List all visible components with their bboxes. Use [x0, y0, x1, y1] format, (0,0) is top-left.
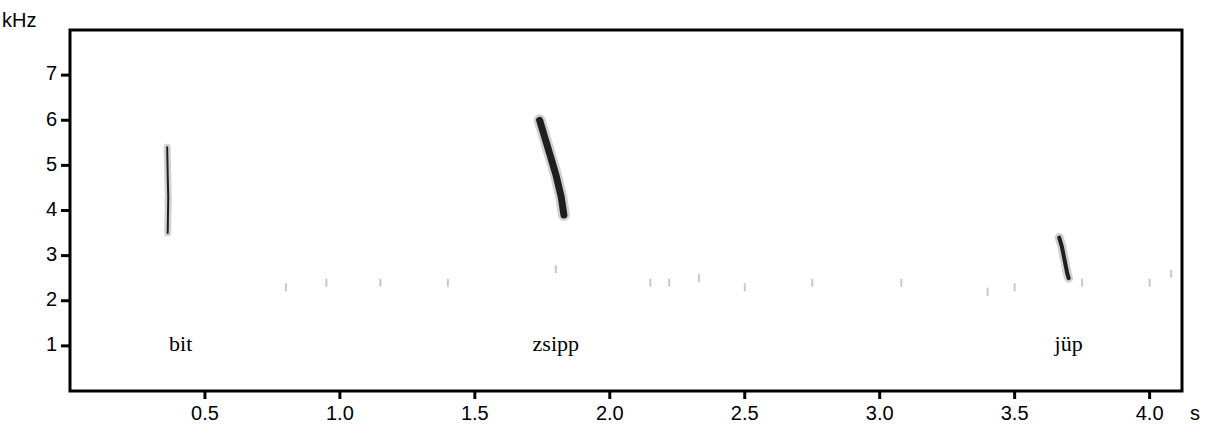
noise-dot — [987, 288, 989, 296]
noise-dot — [447, 279, 449, 287]
y-tick — [61, 344, 70, 347]
call-label: bit — [169, 331, 192, 356]
call-halo — [540, 120, 564, 215]
noise-dot — [379, 279, 381, 287]
noise-dot — [698, 274, 700, 282]
y-tick-label: 5 — [46, 153, 57, 175]
x-tick-label: 2.0 — [596, 402, 624, 424]
noise-dot — [555, 265, 557, 273]
y-tick — [61, 74, 70, 77]
x-tick — [743, 391, 746, 399]
call-label: zsipp — [533, 331, 579, 356]
x-tick-label: 1.0 — [326, 402, 354, 424]
y-tick-label: 2 — [46, 288, 57, 310]
call-trace — [1059, 238, 1068, 279]
x-tick — [203, 391, 206, 399]
y-tick — [61, 164, 70, 167]
call-halo — [1059, 238, 1068, 279]
y-tick-label: 1 — [46, 333, 57, 355]
y-tick-label: 6 — [46, 108, 57, 130]
x-tick — [1148, 391, 1151, 399]
y-tick — [61, 209, 70, 212]
call-halo — [167, 147, 168, 233]
noise-dot — [668, 279, 670, 287]
x-tick-label: 0.5 — [191, 402, 219, 424]
y-tick-label: 3 — [46, 243, 57, 265]
call-trace — [540, 120, 564, 215]
spectrogram-chart: 1 2 3 4 5 6 7 0.5 1.0 1.5 2.0 2.5 3.0 3.5 4.0 kHz s bit zs… — [0, 0, 1209, 434]
x-tick — [1013, 391, 1016, 399]
y-tick — [61, 119, 70, 122]
x-tick — [878, 391, 881, 399]
x-axis-title: s — [1190, 402, 1200, 424]
y-axis-title: kHz — [2, 9, 36, 31]
noise-dot — [1149, 279, 1151, 287]
x-tick-label: 2.5 — [731, 402, 759, 424]
call-trace — [167, 147, 168, 233]
x-tick-label: 3.5 — [1001, 402, 1029, 424]
noise-dot — [1170, 270, 1172, 278]
noise-dot — [649, 279, 651, 287]
y-tick — [61, 254, 70, 257]
y-tick-label: 4 — [46, 198, 57, 220]
noise-dot — [325, 279, 327, 287]
plot-frame — [70, 30, 1182, 391]
y-tick-label: 7 — [46, 62, 57, 84]
x-tick-label: 3.0 — [866, 402, 894, 424]
noise-dot — [1014, 283, 1016, 291]
y-tick — [61, 299, 70, 302]
noise-dot — [744, 283, 746, 291]
plot-background — [70, 30, 1182, 391]
call-label: jüp — [1054, 331, 1083, 356]
x-tick — [473, 391, 476, 399]
noise-dot — [1081, 279, 1083, 287]
noise-dot — [811, 279, 813, 287]
noise-dot — [285, 283, 287, 291]
noise-dot — [900, 279, 902, 287]
x-tick-label: 1.5 — [461, 402, 489, 424]
x-tick-label: 4.0 — [1136, 402, 1164, 424]
marks — [167, 120, 1171, 295]
x-tick — [608, 391, 611, 399]
x-tick — [338, 391, 341, 399]
